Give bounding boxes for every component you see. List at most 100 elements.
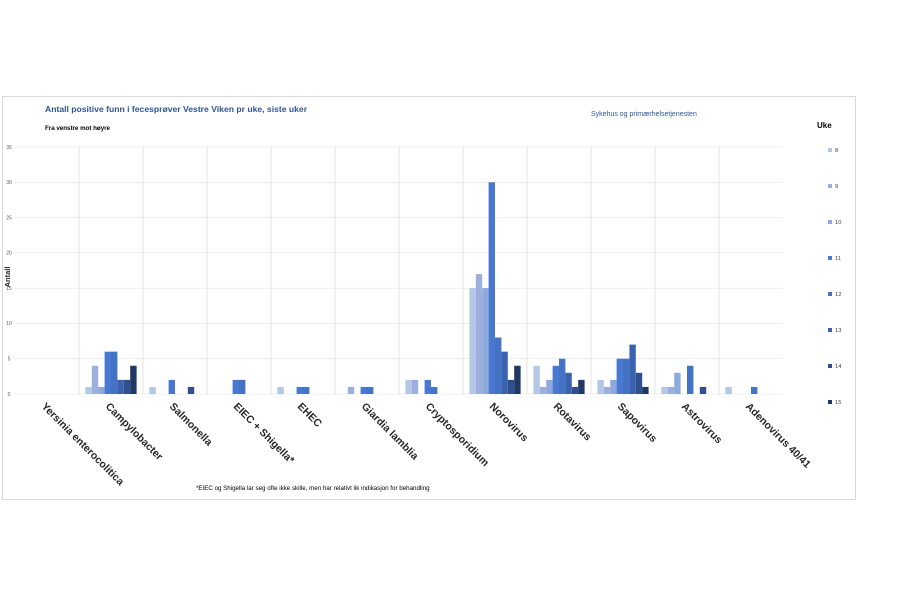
bar-10-10 bbox=[674, 372, 681, 394]
legend-swatch-15 bbox=[828, 400, 832, 404]
legend-label-8: 8 bbox=[835, 148, 838, 154]
bar-12-1 bbox=[111, 351, 118, 394]
legend-label-14: 14 bbox=[835, 364, 842, 370]
legend-swatch-14 bbox=[828, 364, 832, 368]
bar-8-4 bbox=[277, 386, 284, 394]
bar-8-6 bbox=[405, 379, 412, 394]
bar-8-7 bbox=[469, 288, 476, 394]
bar-11-2 bbox=[168, 379, 175, 394]
order-note: Fra venstre mot høyre bbox=[45, 125, 111, 132]
x-category-label: EIEC + Shigella* bbox=[231, 401, 297, 467]
y-tick-label: 35 bbox=[6, 145, 12, 151]
x-category-label: Adenovirus 40/41 bbox=[743, 401, 813, 471]
bar-15-1 bbox=[130, 365, 137, 394]
bar-11-7 bbox=[488, 182, 495, 394]
bar-8-11 bbox=[725, 386, 732, 394]
bar-9-6 bbox=[411, 379, 419, 394]
bar-12-3 bbox=[239, 379, 246, 394]
y-tick-label: 20 bbox=[6, 251, 12, 257]
y-tick-label: 15 bbox=[6, 286, 12, 292]
bar-8-8 bbox=[533, 365, 540, 394]
bar-10-1 bbox=[98, 386, 105, 394]
bar-11-8 bbox=[552, 365, 559, 394]
bar-10-8 bbox=[546, 379, 553, 394]
y-tick-label: 5 bbox=[8, 357, 11, 363]
bar-9-8 bbox=[539, 386, 547, 394]
legend-swatch-9 bbox=[828, 184, 832, 188]
x-category-label: Norovirus bbox=[487, 401, 531, 445]
x-category-label: Salmonella bbox=[167, 401, 215, 449]
x-category-label: Sapovirus bbox=[615, 401, 659, 445]
bar-14-9 bbox=[635, 372, 643, 394]
bar-11-6 bbox=[424, 379, 431, 394]
legend-label-12: 12 bbox=[835, 292, 841, 298]
bar-14-10 bbox=[699, 386, 707, 394]
chart-frame: Antall positive funn i fecesprøver Vestr… bbox=[2, 96, 856, 500]
bar-11-3 bbox=[232, 379, 239, 394]
category-dividers bbox=[78, 147, 720, 394]
bar-9-1 bbox=[91, 365, 99, 394]
legend-swatch-11 bbox=[828, 256, 832, 260]
y-tick-label: 10 bbox=[6, 321, 12, 327]
legend-swatch-13 bbox=[828, 328, 832, 332]
x-category-label: Astrovirus bbox=[679, 401, 725, 447]
x-category-label: EHEC bbox=[295, 401, 324, 430]
y-tick-label: 25 bbox=[6, 215, 12, 221]
bar-12-8 bbox=[559, 358, 566, 394]
legend-swatch-12 bbox=[828, 292, 832, 296]
legend-label-10: 10 bbox=[835, 220, 841, 226]
legend-swatch-8 bbox=[828, 148, 832, 152]
bar-11-5 bbox=[360, 386, 367, 394]
bar-15-7 bbox=[514, 365, 521, 394]
bar-9-10 bbox=[667, 386, 675, 394]
legend-label-13: 13 bbox=[835, 328, 841, 334]
bar-14-8 bbox=[571, 386, 579, 394]
footnote: *EIEC og Shigella lar seg ofte ikke skil… bbox=[196, 485, 430, 492]
bar-12-6 bbox=[431, 386, 438, 394]
x-category-label: Campylobacter bbox=[103, 401, 165, 463]
bar-12-7 bbox=[495, 337, 502, 394]
bar-12-4 bbox=[303, 386, 310, 394]
bar-14-7 bbox=[507, 379, 515, 394]
bar-13-1 bbox=[117, 379, 124, 394]
chart-subtitle: Sykehus og primærhelsetjenesten bbox=[591, 111, 697, 118]
bar-8-10 bbox=[661, 386, 668, 394]
legend-swatch-10 bbox=[828, 220, 832, 224]
bar-13-8 bbox=[565, 372, 572, 394]
y-tick-label: 30 bbox=[6, 180, 12, 186]
bar-14-1 bbox=[123, 379, 131, 394]
legend-title: Uke bbox=[817, 121, 832, 130]
bar-10-9 bbox=[610, 379, 617, 394]
chart-svg: Antall positive funn i fecesprøver Vestr… bbox=[3, 104, 842, 492]
bar-9-5 bbox=[347, 386, 355, 394]
legend-label-15: 15 bbox=[835, 400, 841, 406]
legend: 8 9 10 11 12 13 14 15 bbox=[828, 148, 842, 406]
bar-8-2 bbox=[149, 386, 156, 394]
bar-13-9 bbox=[629, 344, 636, 394]
bar-12-5 bbox=[367, 386, 374, 394]
chart-title: Antall positive funn i fecesprøver Vestr… bbox=[45, 104, 308, 114]
bar-11-4 bbox=[296, 386, 303, 394]
bar-15-8 bbox=[578, 379, 585, 394]
bar-11-9 bbox=[616, 358, 623, 394]
bars bbox=[85, 182, 758, 394]
y-axis-label: Antall bbox=[3, 267, 12, 288]
bar-10-7 bbox=[482, 288, 489, 394]
x-category-label: Rotavirus bbox=[551, 401, 594, 444]
bar-8-1 bbox=[85, 386, 92, 394]
bar-12-9 bbox=[623, 358, 630, 394]
legend-label-11: 11 bbox=[835, 256, 841, 262]
bar-12-11 bbox=[751, 386, 758, 394]
bar-9-9 bbox=[603, 386, 611, 394]
bar-14-2 bbox=[187, 386, 195, 394]
legend-label-9: 9 bbox=[835, 184, 838, 190]
bar-13-7 bbox=[501, 351, 508, 394]
bar-15-9 bbox=[642, 386, 649, 394]
bar-12-10 bbox=[687, 365, 694, 394]
y-ticks: 0 5 10 15 20 25 30 35 bbox=[6, 145, 12, 398]
bar-11-1 bbox=[104, 351, 111, 394]
bar-8-9 bbox=[597, 379, 604, 394]
bar-9-7 bbox=[475, 274, 483, 394]
x-category-label: Giardia lamblia bbox=[359, 401, 421, 463]
